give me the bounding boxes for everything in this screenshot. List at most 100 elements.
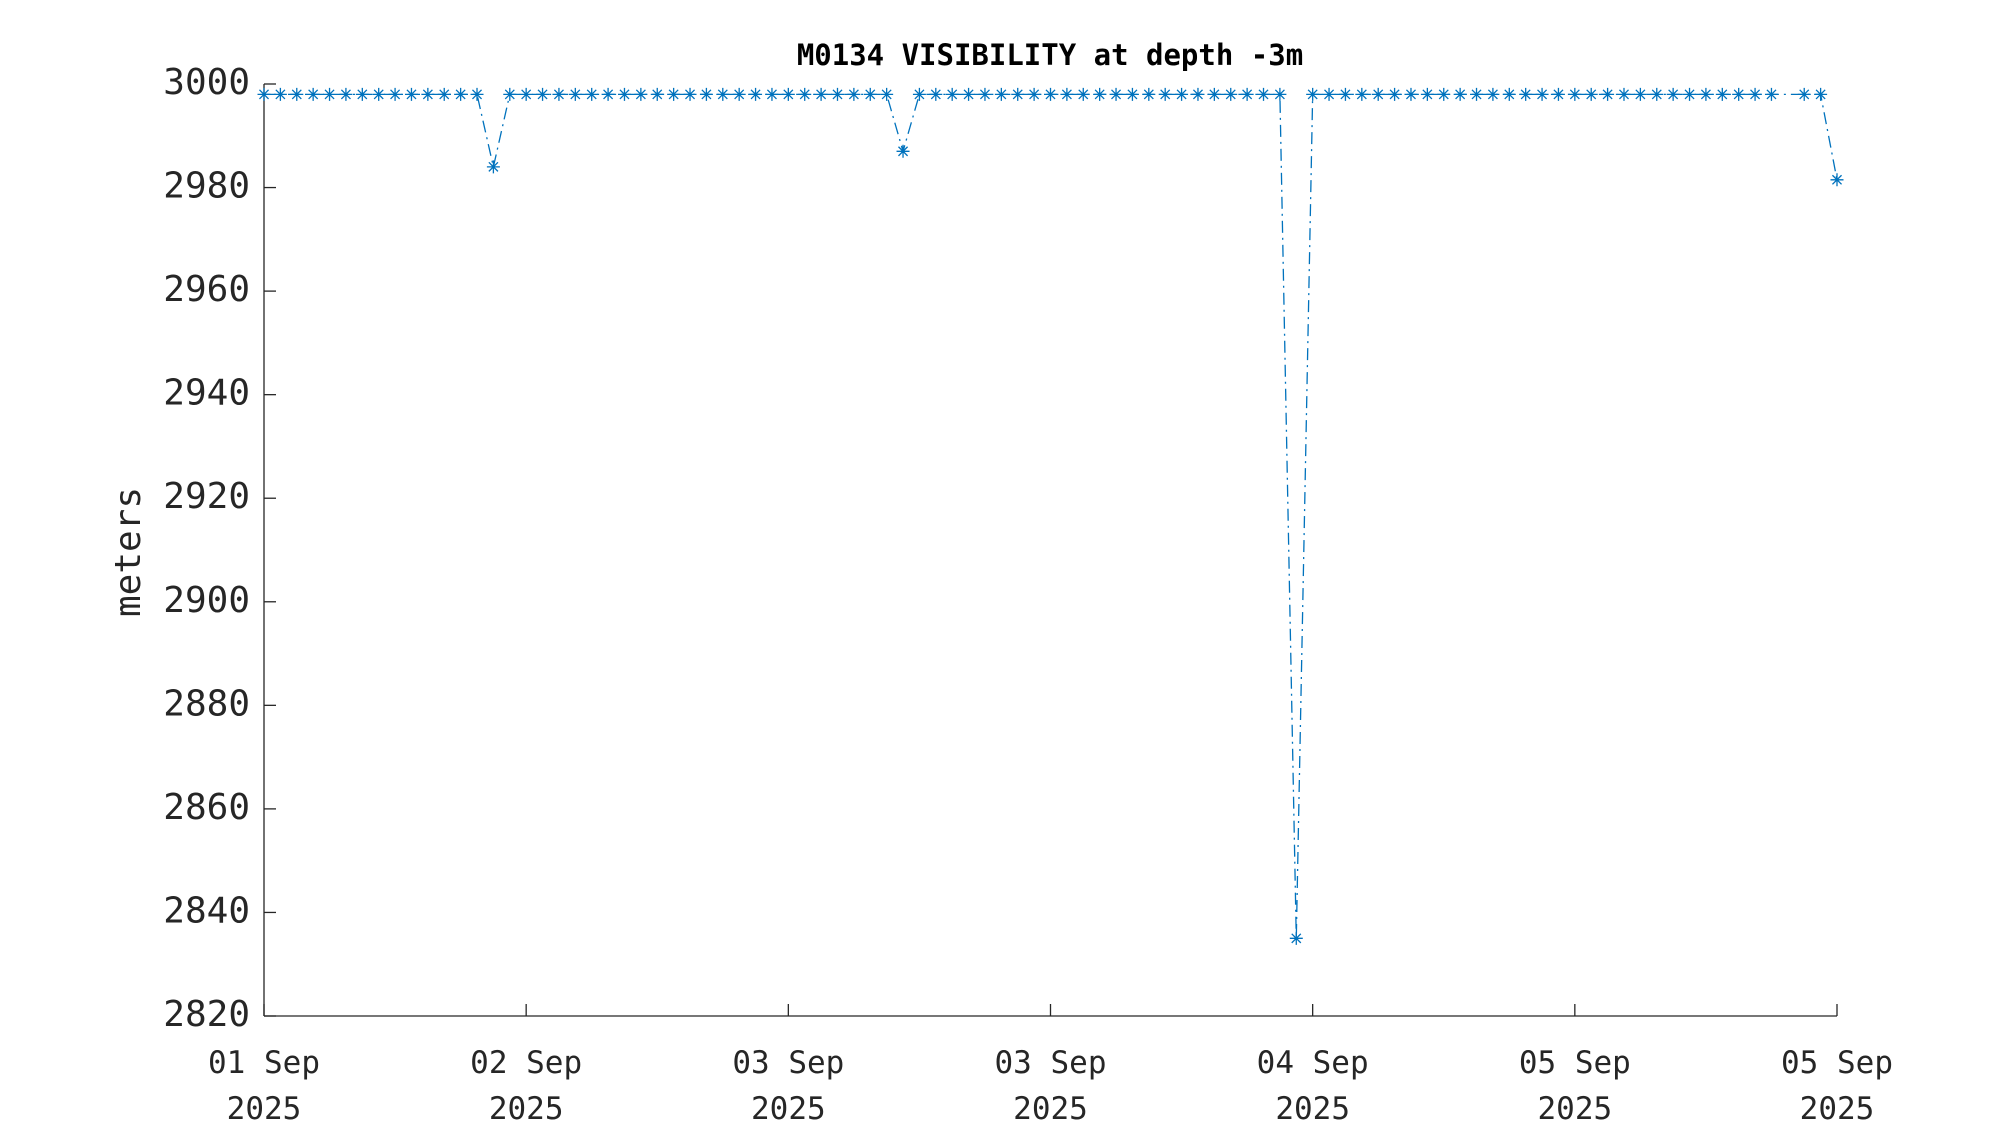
marker <box>1355 87 1369 101</box>
marker <box>1453 87 1467 101</box>
y-axis-label: meters <box>108 487 149 617</box>
marker <box>1142 87 1156 101</box>
marker <box>1814 87 1828 101</box>
marker <box>863 87 877 101</box>
marker <box>1224 87 1238 101</box>
marker <box>585 87 599 101</box>
marker <box>896 144 910 158</box>
marker <box>1584 87 1598 101</box>
marker <box>847 87 861 101</box>
y-tick-label: 2820 <box>163 994 250 1035</box>
x-tick-label: 01 Sep 2025 <box>208 1045 320 1125</box>
marker <box>978 87 992 101</box>
x-tick-label: 03 Sep 2025 <box>732 1045 845 1125</box>
marker <box>1617 87 1631 101</box>
marker <box>1437 87 1451 101</box>
marker <box>650 87 664 101</box>
marker <box>1306 87 1320 101</box>
marker <box>830 87 844 101</box>
marker <box>1535 87 1549 101</box>
marker <box>1338 87 1352 101</box>
marker <box>454 87 468 101</box>
marker <box>1633 87 1647 101</box>
marker <box>1830 173 1844 187</box>
marker <box>962 87 976 101</box>
marker <box>1175 87 1189 101</box>
marker <box>1207 87 1221 101</box>
marker <box>421 87 435 101</box>
x-tick-label: 02 Sep 2025 <box>470 1045 583 1125</box>
marker <box>470 87 484 101</box>
marker <box>404 87 418 101</box>
marker <box>699 87 713 101</box>
marker <box>1797 87 1811 101</box>
marker <box>519 87 533 101</box>
y-tick-label: 2920 <box>163 476 250 517</box>
y-tick-label: 2860 <box>163 787 250 828</box>
marker <box>1650 87 1664 101</box>
marker <box>1371 87 1385 101</box>
y-tick-label: 2840 <box>163 890 250 931</box>
marker <box>781 87 795 101</box>
marker <box>1289 931 1303 945</box>
marker <box>994 87 1008 101</box>
marker <box>1699 87 1713 101</box>
marker <box>1486 87 1500 101</box>
marker <box>617 87 631 101</box>
marker <box>1519 87 1533 101</box>
marker <box>323 87 337 101</box>
marker <box>683 87 697 101</box>
marker <box>552 87 566 101</box>
marker <box>486 160 500 174</box>
y-tick-label: 2900 <box>163 580 250 621</box>
marker <box>1125 87 1139 101</box>
marker <box>1568 87 1582 101</box>
marker <box>765 87 779 101</box>
marker <box>1191 87 1205 101</box>
marker <box>1764 87 1778 101</box>
marker <box>1011 87 1025 101</box>
y-tick-label: 2880 <box>163 683 250 724</box>
marker <box>1715 87 1729 101</box>
marker <box>814 87 828 101</box>
marker <box>503 87 517 101</box>
marker <box>667 87 681 101</box>
x-tick-label: 05 Sep 2025 <box>1518 1045 1631 1125</box>
marker <box>372 87 386 101</box>
x-tick-label: 05 Sep 2025 <box>1781 1045 1893 1125</box>
marker <box>568 87 582 101</box>
marker <box>536 87 550 101</box>
marker <box>1109 87 1123 101</box>
marker <box>716 87 730 101</box>
marker <box>1273 87 1287 101</box>
y-tick-label: 2980 <box>163 166 250 207</box>
marker <box>1748 87 1762 101</box>
y-tick-label: 2960 <box>163 269 250 310</box>
marker <box>1683 87 1697 101</box>
marker <box>290 87 304 101</box>
marker <box>1257 87 1271 101</box>
marker <box>1044 87 1057 101</box>
marker <box>1601 87 1615 101</box>
marker <box>388 87 402 101</box>
marker <box>1502 87 1516 101</box>
y-tick-label: 3000 <box>163 62 250 103</box>
marker <box>634 87 648 101</box>
y-tick-label: 2940 <box>163 373 250 414</box>
marker <box>912 87 926 101</box>
marker <box>1060 87 1074 101</box>
marker <box>339 87 353 101</box>
x-tick-label: 03 Sep 2025 <box>994 1045 1107 1125</box>
marker <box>1093 87 1107 101</box>
marker <box>732 87 746 101</box>
marker <box>1404 87 1418 101</box>
marker <box>1551 87 1565 101</box>
marker <box>437 87 451 101</box>
marker <box>306 87 320 101</box>
series-line <box>264 93 1838 939</box>
marker <box>1470 87 1484 101</box>
marker <box>749 87 763 101</box>
marker <box>257 87 271 101</box>
